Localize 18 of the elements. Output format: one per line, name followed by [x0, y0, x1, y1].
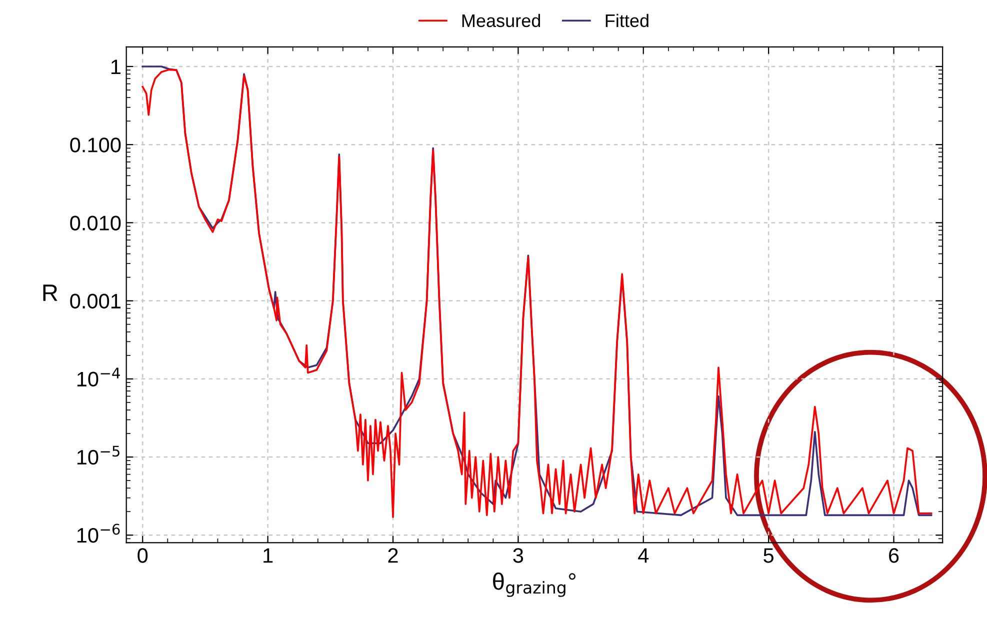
y-tick-label: 0.001 [70, 294, 120, 309]
legend-label: Measured [462, 14, 540, 28]
x-tick-label: 1 [264, 548, 273, 563]
x-tick-label: 5 [764, 548, 774, 563]
x-axis-title: θ$_{grazing}$° [493, 572, 576, 597]
y-tick-label: 10$^{−6}$ [77, 524, 120, 543]
y-tick-label: 1 [111, 60, 120, 74]
y-tick-label: 0.100 [70, 138, 121, 152]
legend-label: Fitted [606, 14, 648, 28]
x-tick-label: 3 [513, 548, 524, 563]
x-tick-label: 4 [638, 548, 649, 563]
x-tick-label: 0 [138, 548, 148, 563]
y-axis-title: R [43, 284, 58, 301]
y-tick-label: 10$^{−4}$ [77, 368, 120, 387]
y-tick-label: 10$^{−5}$ [77, 446, 120, 465]
x-tick-label: 6 [889, 548, 899, 563]
y-tick-label: 0.010 [70, 216, 121, 230]
x-tick-label: 2 [388, 548, 398, 563]
